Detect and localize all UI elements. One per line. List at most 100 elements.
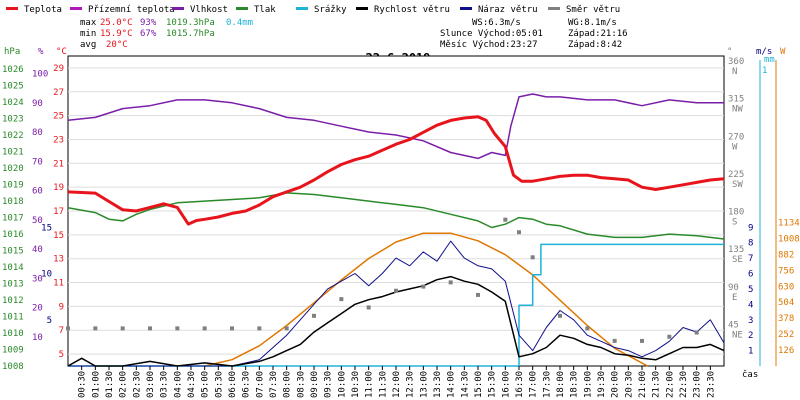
hpa-tick-label: 1010 bbox=[2, 329, 24, 339]
wind-dir-point bbox=[312, 313, 316, 318]
wind-dir-point bbox=[530, 255, 535, 260]
x-tick-label: 18:30 bbox=[570, 371, 580, 398]
x-tick-label: 21:30 bbox=[652, 371, 662, 398]
x-tick-label: 04:30 bbox=[187, 371, 197, 398]
hpa-tick-label: 1014 bbox=[2, 263, 24, 273]
dir-tick-label: S bbox=[732, 218, 737, 228]
hpa-tick-label: 1018 bbox=[2, 197, 24, 207]
stat-max-label: max bbox=[80, 18, 97, 28]
ms-tick-label: 9 bbox=[748, 223, 753, 233]
dir-tick-label: NE bbox=[732, 330, 743, 340]
x-tick-label: 23:00 bbox=[693, 371, 703, 398]
w-tick-label: 1134 bbox=[778, 219, 800, 229]
x-tick-label: 15:30 bbox=[488, 371, 498, 398]
ms-tick-label: 4 bbox=[748, 300, 753, 310]
x-tick-label: 11:30 bbox=[378, 371, 388, 398]
w-tick-label: 378 bbox=[778, 314, 794, 324]
legend-swatch bbox=[6, 7, 18, 10]
stat-rain: 0.4mm bbox=[226, 18, 253, 28]
dir-tick-label: SE bbox=[732, 255, 743, 265]
dir-tick-label: N bbox=[732, 67, 737, 77]
hpa-tick-label: 1009 bbox=[2, 346, 24, 356]
x-tick-label: 03:00 bbox=[146, 371, 156, 398]
x-tick-label: 19:00 bbox=[583, 371, 593, 398]
x-tick-label: 01:30 bbox=[105, 371, 115, 398]
hpa-tick-label: 1025 bbox=[2, 82, 24, 92]
x-tick-label: 01:00 bbox=[91, 371, 101, 398]
x-tick-label: 08:30 bbox=[296, 371, 306, 398]
c-tick-label: 21 bbox=[53, 159, 64, 169]
x-tick-label: 16:00 bbox=[501, 371, 511, 398]
mm-tick-label: 1 bbox=[762, 66, 767, 76]
series-line-náraz-větru bbox=[68, 240, 725, 367]
stat-min-hum: 67% bbox=[140, 29, 157, 39]
dir-tick-label: SW bbox=[732, 180, 743, 190]
ms-tick-label: 6 bbox=[748, 270, 753, 280]
stat-min-label: min bbox=[80, 29, 96, 39]
series-line-solar bbox=[204, 232, 648, 367]
dir-tick-label: E bbox=[732, 293, 737, 303]
x-tick-label: 09:00 bbox=[310, 371, 320, 398]
hpa-tick-label: 1011 bbox=[2, 313, 24, 323]
x-tick-label: 02:00 bbox=[119, 371, 129, 398]
series-layer bbox=[66, 93, 725, 367]
x-tick-label: 17:30 bbox=[542, 371, 552, 398]
c-tick-label: 17 bbox=[53, 207, 64, 217]
pct-tick-label: 30 bbox=[32, 274, 43, 284]
grid bbox=[68, 67, 724, 355]
ms-tick-label: 1 bbox=[748, 347, 753, 357]
c-tick-label: 13 bbox=[53, 255, 64, 265]
wind-dir-point bbox=[558, 313, 562, 318]
pct-tick-label: 60 bbox=[32, 187, 43, 197]
hpa-tick-label: 1020 bbox=[2, 164, 24, 174]
wind-dir-point bbox=[640, 338, 644, 343]
w-tick-label: 756 bbox=[778, 266, 794, 276]
legend-label: Rychlost větru bbox=[374, 5, 450, 15]
w-tick-label: 1008 bbox=[778, 234, 800, 244]
stat-avg-label: avg bbox=[80, 40, 96, 50]
stat-max-press: 1019.3hPa bbox=[166, 18, 215, 28]
hpa-tick-label: 1022 bbox=[2, 131, 24, 141]
hpa-tick-label: 1023 bbox=[2, 115, 24, 125]
wind-dir-point bbox=[366, 305, 371, 310]
pct-tick-label: 40 bbox=[32, 245, 43, 255]
x-tick-label: 04:00 bbox=[173, 371, 183, 398]
x-tick-label: 14:30 bbox=[460, 371, 470, 398]
legend-swatch bbox=[172, 7, 184, 10]
legend-label: Přízemní teplota bbox=[88, 5, 175, 15]
x-tick-label: 14:00 bbox=[447, 371, 457, 398]
x-tick-label: 03:30 bbox=[160, 371, 170, 398]
deg-tick-label: 90 bbox=[728, 283, 739, 293]
x-tick-label: 07:30 bbox=[269, 371, 279, 398]
wind-dir-point bbox=[394, 288, 398, 293]
x-tick-label: 21:00 bbox=[638, 371, 648, 398]
x-tick-label: 23:30 bbox=[706, 371, 716, 398]
stat-moon-set: Západ:8:42 bbox=[568, 40, 622, 50]
x-tick-label: 10:30 bbox=[351, 371, 361, 398]
hpa-tick-label: 1008 bbox=[2, 362, 24, 372]
c-tick-label: 9 bbox=[59, 302, 64, 312]
legend-swatch bbox=[548, 7, 560, 10]
legend-label: Náraz větru bbox=[478, 5, 538, 15]
axes: hPa% °C ° m/smmW100810091010101110121013101… bbox=[2, 47, 800, 372]
wind-dir-point bbox=[148, 326, 152, 331]
pct-tick-label: 80 bbox=[32, 128, 43, 138]
dir-tick-label: W bbox=[732, 142, 738, 152]
stats-block: max 25.0°C 93% 1019.3hPa 0.4mm min 15.9°… bbox=[80, 18, 628, 50]
ms-tick-label: 2 bbox=[748, 331, 753, 341]
ms-tick-label: 7 bbox=[748, 254, 753, 264]
low-tick-label: 10 bbox=[41, 270, 52, 280]
wind-dir-point bbox=[585, 326, 590, 331]
hpa-tick-label: 1015 bbox=[2, 247, 24, 257]
legend-label: Vlhkost bbox=[190, 5, 228, 15]
axis-unit-label: W bbox=[780, 47, 786, 57]
c-tick-label: 19 bbox=[53, 183, 64, 193]
wind-dir-point bbox=[257, 326, 262, 331]
wind-dir-point bbox=[202, 326, 207, 331]
legend: Teplota Přízemní teplota Vlhkost Tlak Srážky… bbox=[6, 5, 620, 15]
wind-dir-point bbox=[66, 326, 70, 331]
x-axis-ticks: 00:30 01:00 01:30 02:00 02:30 03:00 03:30 04:00… bbox=[78, 366, 716, 398]
series-line-tlak bbox=[67, 192, 725, 240]
w-tick-label: 126 bbox=[778, 346, 794, 356]
